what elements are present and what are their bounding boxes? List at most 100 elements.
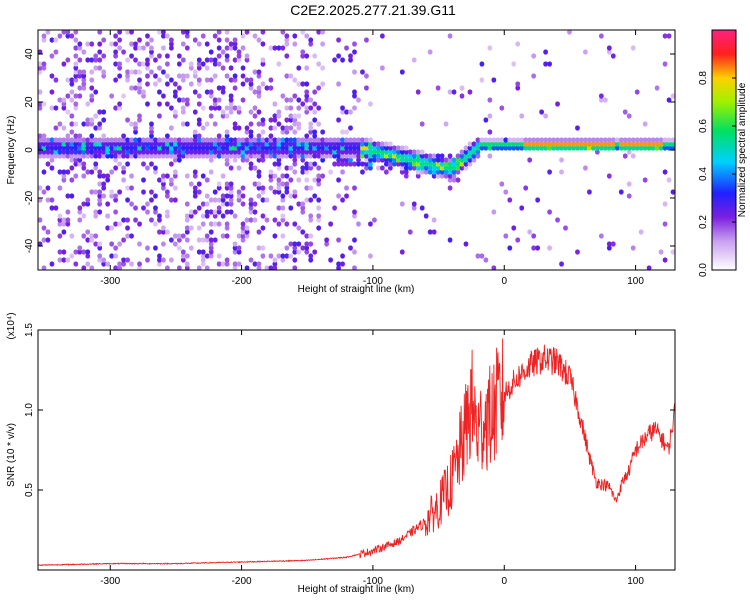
spectrogram-cell xyxy=(184,30,190,35)
spectrogram-cell xyxy=(312,141,318,147)
ytick-label: 0 xyxy=(24,147,35,153)
spectrogram-cell xyxy=(93,125,99,131)
spectrogram-cell xyxy=(101,117,107,123)
spectrogram-cell xyxy=(419,161,425,167)
spectrogram-cell xyxy=(328,221,334,227)
spectrogram-cell xyxy=(157,177,162,183)
spectrogram-cell xyxy=(192,129,198,135)
spectrogram-cell xyxy=(85,229,91,235)
spectrogram-cell xyxy=(228,77,234,83)
spectrogram-cell xyxy=(248,137,254,143)
spectrogram-cell xyxy=(232,249,238,255)
spectrogram-cell xyxy=(149,133,154,139)
spectrogram-cell xyxy=(399,145,405,151)
spectrogram-cell xyxy=(324,145,330,151)
spectrogram-cell xyxy=(220,141,226,147)
spectrogram-cell xyxy=(93,189,99,195)
spectrogram-cell xyxy=(161,30,166,35)
spectrogram-cell xyxy=(594,145,600,151)
spectrogram-cell xyxy=(236,249,242,255)
spectrogram-cell xyxy=(65,109,71,115)
spectrogram-cell xyxy=(368,149,373,155)
xtick-label: -300 xyxy=(100,576,120,587)
spectrogram-cell xyxy=(216,61,222,67)
spectrogram-cell xyxy=(559,157,564,163)
spectrogram-cell xyxy=(121,217,126,223)
spectrogram-cell xyxy=(232,125,238,131)
spectrogram-cell xyxy=(551,145,556,151)
spectrogram-cell xyxy=(161,229,166,235)
spectrogram-cell xyxy=(539,109,545,115)
spectrogram-cell xyxy=(276,253,282,259)
spectrogram-cell xyxy=(256,109,262,115)
spectrogram-cell xyxy=(431,229,437,235)
spectrogram-cell xyxy=(551,141,556,147)
spectrogram-cell xyxy=(244,141,250,147)
spectrogram-cell xyxy=(340,197,345,203)
spectrogram-cell xyxy=(192,73,198,79)
spectrogram-cell xyxy=(443,173,449,179)
spectrogram-cell xyxy=(149,141,154,147)
spectrogram-cell xyxy=(567,141,572,147)
spectrogram-cell xyxy=(73,141,79,147)
spectrogram-cell xyxy=(137,61,142,67)
spectrogram-cell xyxy=(364,37,369,43)
spectrogram-cell xyxy=(272,137,278,143)
spectrogram-cell xyxy=(487,113,493,119)
spectrogram-cell xyxy=(587,189,592,195)
spectrogram-cell xyxy=(38,197,43,203)
spectrogram-cell xyxy=(288,241,294,247)
spectrogram-cell xyxy=(531,233,537,239)
spectrogram-cell xyxy=(200,213,206,219)
spectrogram-cell xyxy=(49,197,55,203)
spectrogram-cell xyxy=(260,153,266,159)
spectrogram-cell xyxy=(284,73,290,79)
spectrogram-cell xyxy=(439,157,445,163)
ytick-label: 1.0 xyxy=(24,403,35,417)
spectrogram-cell xyxy=(200,149,206,155)
spectrogram-cell xyxy=(411,57,417,63)
spectrogram-cell xyxy=(137,265,142,270)
spectrogram-cell xyxy=(336,145,341,151)
spectrogram-cell xyxy=(467,145,473,151)
spectrogram-cell xyxy=(519,145,525,151)
spectrogram-cell xyxy=(220,201,226,207)
spectrogram-cell xyxy=(280,125,286,131)
colorbar-gradient xyxy=(711,29,737,271)
spectrogram-cell xyxy=(196,145,202,151)
spectrogram-cell xyxy=(280,193,286,199)
spectrogram-cell xyxy=(499,141,505,147)
spectrogram-cell xyxy=(479,145,485,151)
spectrogram-cell xyxy=(646,265,652,270)
spectrogram-cell xyxy=(352,153,357,159)
spectrogram-cell xyxy=(65,57,71,63)
spectrogram-cell xyxy=(220,49,226,55)
spectrogram-cell xyxy=(284,137,290,143)
spectrogram-cell xyxy=(180,253,186,259)
spectrogram-cell xyxy=(192,37,198,43)
spectrogram-cell xyxy=(232,137,238,143)
spectrogram-cell xyxy=(109,145,115,151)
spectrogram-cell xyxy=(332,137,338,143)
spectrogram-cell xyxy=(61,229,67,235)
spectrogram-cell xyxy=(594,141,600,147)
spectrogram-cell xyxy=(153,169,158,175)
spectrogram-cell xyxy=(320,137,326,143)
spectrogram-cell xyxy=(431,165,437,171)
spectrogram-cell xyxy=(168,197,174,203)
spectrogram-cell xyxy=(204,201,210,207)
spectrogram-cell xyxy=(535,141,541,147)
spectrogram-cell xyxy=(228,41,234,47)
spectrogram-cell xyxy=(304,197,310,203)
spectrogram-cell xyxy=(216,97,222,103)
spectrogram-cell xyxy=(113,153,119,159)
spectrogram-cell xyxy=(224,161,230,167)
spectrogram-cell xyxy=(168,181,174,187)
spectrogram-cell xyxy=(360,169,365,175)
spectrogram-cell xyxy=(113,149,119,155)
spectrogram-cell xyxy=(196,65,202,71)
spectrogram-cell xyxy=(141,161,146,167)
spectrogram-cell xyxy=(38,153,43,159)
spectrogram-cell xyxy=(161,185,166,191)
spectrogram-cell xyxy=(300,157,306,163)
